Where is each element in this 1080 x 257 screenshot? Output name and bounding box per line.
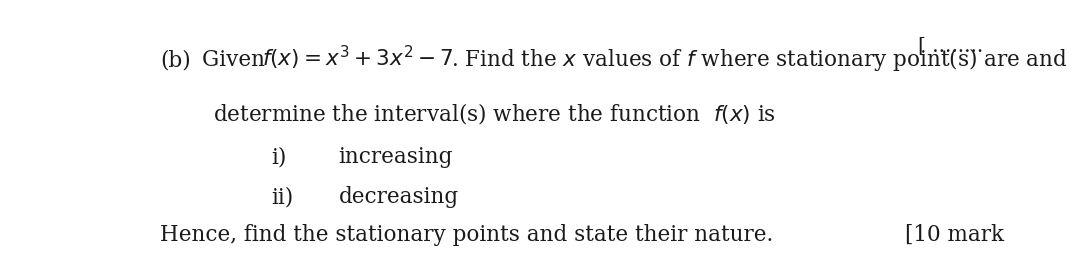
Text: (b): (b) [160, 49, 191, 71]
Text: i): i) [271, 146, 287, 168]
Text: . Find the $x$ values of $f$ where stationary point(s) are and: . Find the $x$ values of $f$ where stati… [451, 47, 1068, 74]
Text: increasing: increasing [338, 146, 453, 168]
Text: [10 mark: [10 mark [905, 224, 1004, 246]
Text: $f(x)=x^{3}+3x^{2}-7$: $f(x)=x^{3}+3x^{2}-7$ [262, 44, 454, 72]
Text: Hence, find the stationary points and state their nature.: Hence, find the stationary points and st… [160, 224, 773, 246]
Text: determine the interval(s) where the function  $f(x)$ is: determine the interval(s) where the func… [213, 101, 775, 126]
Text: decreasing: decreasing [338, 186, 459, 208]
Text: Given: Given [202, 49, 279, 71]
Text: [ ........: [ ........ [918, 37, 983, 56]
Text: ii): ii) [271, 186, 294, 208]
